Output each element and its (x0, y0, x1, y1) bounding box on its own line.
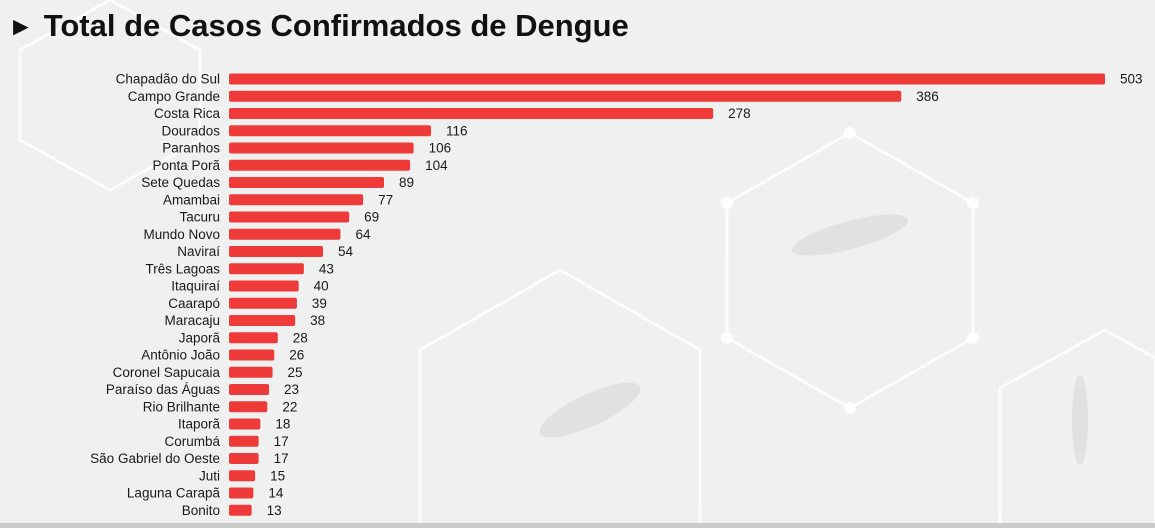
category-label: Coronel Sapucaia (113, 365, 221, 380)
data-label: 386 (916, 89, 939, 104)
data-label: 38 (310, 313, 325, 328)
data-label: 17 (274, 451, 289, 466)
category-label: Juti (199, 468, 220, 483)
category-label: Sete Quedas (141, 175, 220, 190)
category-label: Rio Brilhante (143, 399, 220, 414)
bar (229, 194, 364, 206)
data-label: 104 (425, 158, 448, 173)
bar (229, 435, 259, 447)
data-label: 22 (282, 399, 297, 414)
data-label: 26 (289, 348, 304, 363)
data-label: 14 (268, 486, 284, 501)
category-label: Costa Rica (154, 106, 221, 121)
category-label: Antônio João (141, 348, 220, 363)
bar (229, 125, 432, 137)
bar (229, 246, 324, 257)
data-label: 77 (378, 192, 393, 207)
category-label: Corumbá (164, 434, 220, 449)
data-label: 15 (270, 468, 285, 483)
data-label: 18 (275, 417, 290, 432)
data-label: 25 (288, 365, 303, 380)
bar (229, 332, 278, 344)
category-label: Laguna Carapã (127, 486, 221, 501)
category-label: Japorã (179, 330, 221, 345)
chart-title-text: Total de Casos Confirmados de Dengue (43, 8, 629, 43)
category-label: Itaporã (178, 417, 221, 432)
bar (229, 366, 273, 378)
category-label: Caarapó (168, 296, 220, 311)
data-label: 54 (338, 244, 354, 259)
data-label: 43 (319, 261, 334, 276)
bar (229, 142, 414, 154)
category-label: Campo Grande (128, 89, 220, 104)
bar (229, 73, 1105, 85)
bar (229, 349, 275, 361)
category-label: Bonito (182, 503, 220, 518)
data-label: 13 (267, 503, 282, 518)
bar (229, 470, 256, 482)
data-label: 278 (728, 106, 751, 121)
category-label: Amambai (163, 192, 220, 207)
bottom-divider (0, 523, 1155, 528)
category-label: Paraíso das Águas (106, 382, 220, 397)
bar (229, 263, 304, 275)
bar (229, 384, 270, 395)
category-label: Três Lagoas (145, 261, 220, 276)
bar (229, 211, 350, 223)
data-label: 40 (314, 279, 329, 294)
data-label: 28 (293, 330, 308, 345)
bar (229, 504, 252, 516)
category-label: Ponta Porã (152, 158, 220, 173)
category-label: Naviraí (177, 244, 220, 259)
bar (229, 90, 902, 102)
bar (229, 453, 259, 464)
data-label: 69 (364, 210, 379, 225)
category-label: Itaquiraí (171, 279, 220, 294)
bar (229, 159, 411, 171)
chart-title: ► Total de Casos Confirmados de Dengue (8, 6, 629, 46)
bar (229, 297, 297, 309)
category-label: Chapadão do Sul (116, 72, 220, 87)
data-label: 106 (429, 141, 452, 156)
bar (229, 280, 299, 292)
category-label: Tacuru (179, 210, 220, 225)
bar (229, 228, 341, 240)
play-arrow-icon: ► (8, 10, 34, 41)
category-label: Maracaju (164, 313, 220, 328)
category-label: Paranhos (162, 141, 220, 156)
bar (229, 108, 714, 119)
bar (229, 177, 384, 188)
bar (229, 418, 261, 430)
bar (229, 315, 296, 326)
data-label: 503 (1120, 72, 1143, 87)
data-label: 64 (355, 227, 371, 242)
data-label: 39 (312, 296, 327, 311)
data-label: 17 (274, 434, 289, 449)
data-label: 89 (399, 175, 414, 190)
bar (229, 487, 254, 499)
data-label: 23 (284, 382, 299, 397)
category-label: São Gabriel do Oeste (90, 451, 220, 466)
category-label: Dourados (161, 123, 220, 138)
category-label: Mundo Novo (143, 227, 220, 242)
data-label: 116 (446, 123, 468, 138)
bar (229, 401, 268, 413)
